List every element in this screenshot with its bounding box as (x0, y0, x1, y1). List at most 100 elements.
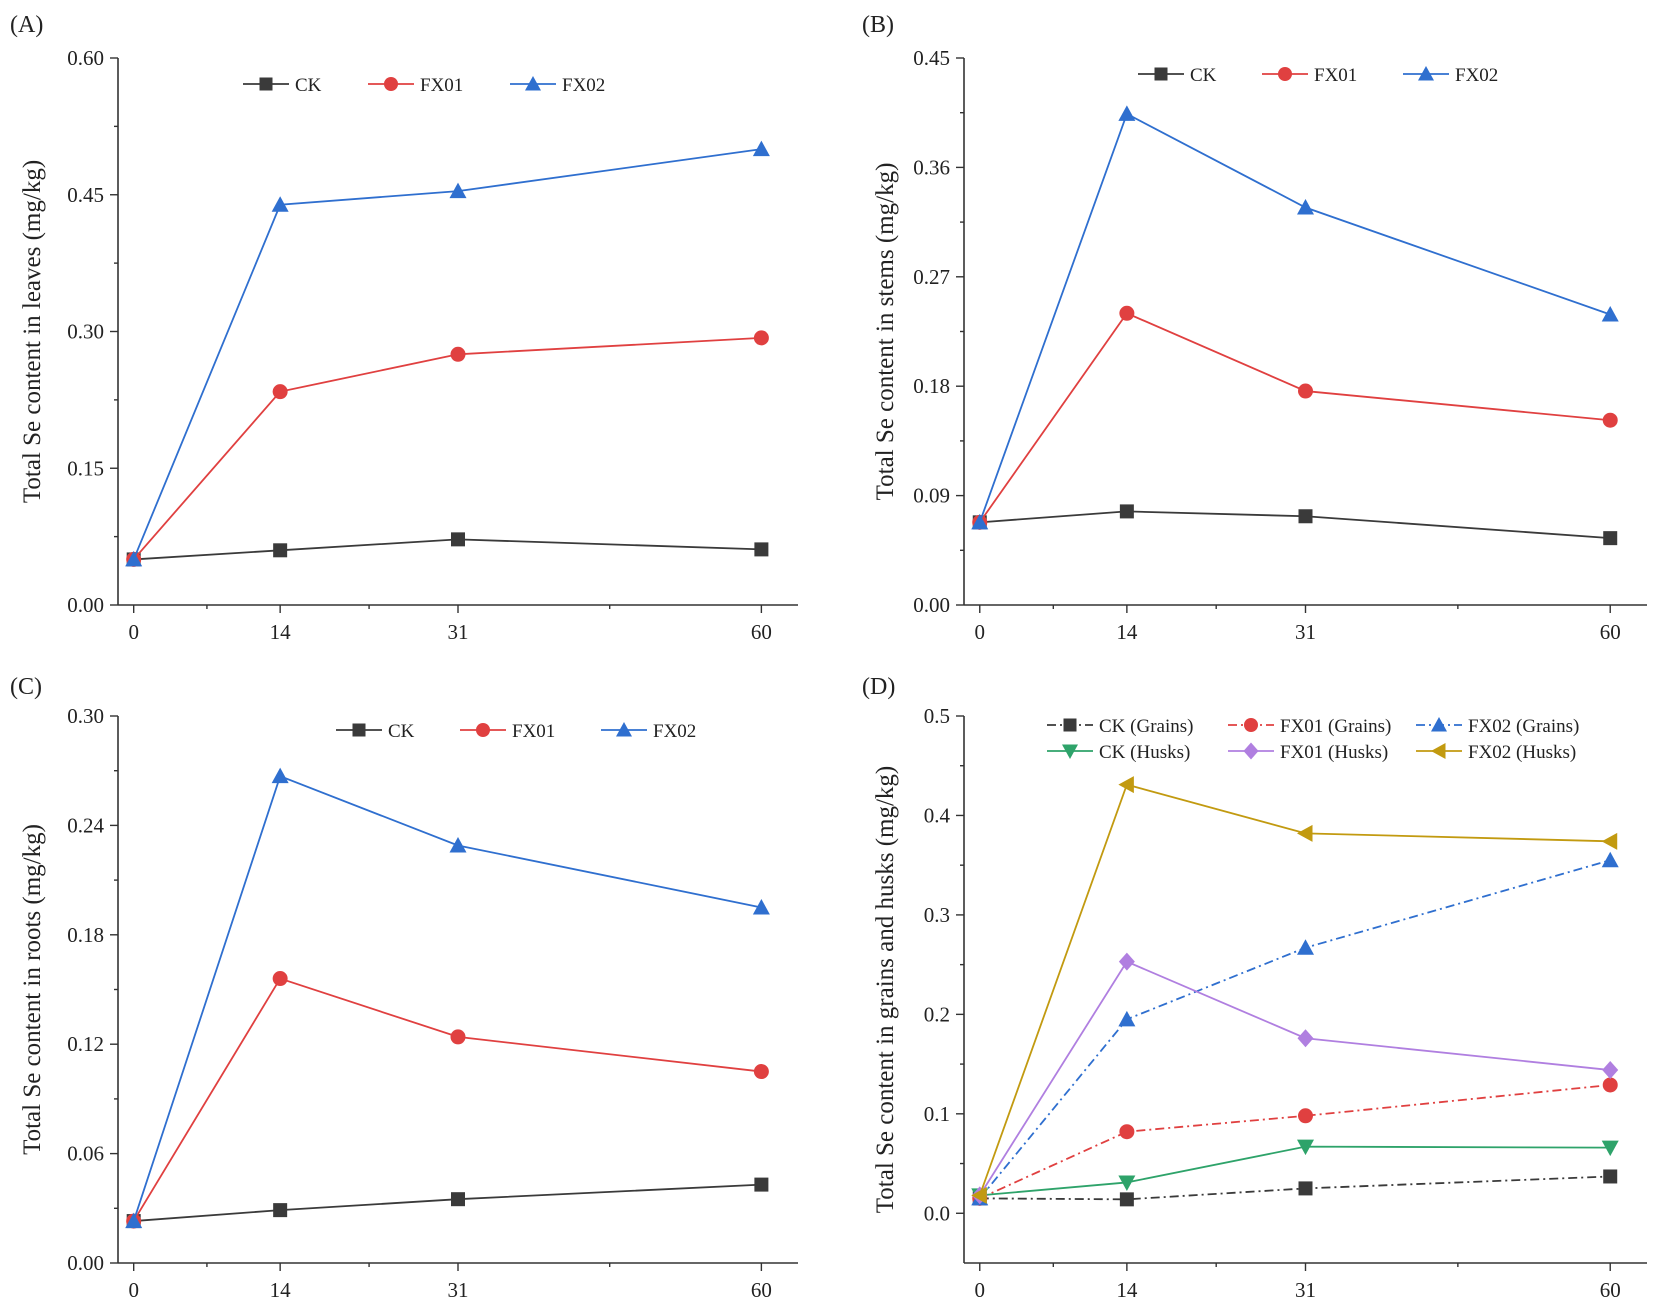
data-point-fx02 (1118, 105, 1136, 121)
y-axis-title: Total Se content in grains and husks (mg… (872, 766, 899, 1214)
data-point-ck-husks (1601, 1140, 1619, 1157)
data-point-ck-husks (1297, 1139, 1314, 1156)
series-line-fx01 (979, 312, 1611, 523)
legend-item: FX02 (Husks) (1416, 742, 1576, 763)
y-tick-label: 0.00 (67, 1251, 104, 1275)
panel-label: (A) (10, 12, 43, 38)
data-point-fx02 (971, 513, 989, 530)
legend-label: CK (295, 75, 322, 96)
data-point-fx01 (1298, 383, 1313, 399)
data-point-fx02-husks (971, 1186, 987, 1204)
legend-item: FX01 (368, 75, 463, 96)
x-tick-label: 60 (1600, 1278, 1621, 1302)
series-fx01 (126, 330, 769, 567)
legend-item: FX02 (601, 721, 696, 742)
y-tick-label: 0.00 (913, 593, 950, 617)
data-point-ck (754, 1177, 769, 1192)
y-tick-label: 0.45 (913, 46, 950, 70)
data-point-fx02-grains (1118, 1010, 1136, 1027)
data-point-fx02 (752, 140, 770, 157)
data-point-fx01-grains (1119, 1124, 1135, 1140)
x-tick-label: 14 (1116, 1278, 1138, 1302)
legend-label: CK (Husks) (1099, 742, 1190, 763)
y-tick-label: 0.4 (924, 803, 951, 827)
x-tick-label: 31 (1295, 1278, 1316, 1302)
y-tick-label: 0.0 (924, 1201, 950, 1225)
data-point-fx02 (449, 836, 467, 853)
legend-marker (476, 723, 490, 737)
y-tick-label: 0.3 (924, 903, 950, 927)
legend: CK (Grains) FX01 (Grains) FX02 (Grains) CK … (1047, 716, 1579, 763)
data-point-fx01 (272, 971, 288, 987)
legend-marker (1062, 744, 1078, 759)
series-fx02 (971, 105, 1619, 530)
data-point-ck (273, 543, 288, 558)
series-fx02-grains (971, 851, 1619, 1206)
legend-label: FX02 (Husks) (1468, 742, 1576, 763)
legend-item: CK (243, 75, 322, 96)
x-tick-label: 0 (128, 1278, 139, 1302)
data-point-fx01 (1602, 412, 1618, 428)
series-fx01 (972, 305, 1618, 530)
legend-label: FX01 (420, 75, 463, 96)
x-tick-label: 60 (1600, 620, 1621, 644)
legend-marker (525, 76, 541, 91)
y-tick-label: 0.1 (924, 1102, 950, 1126)
series-line-fx01-husks (978, 960, 1611, 1196)
data-point-fx02 (752, 898, 770, 915)
data-point-ck-husks (1118, 1175, 1136, 1191)
y-tick-label: 0.45 (67, 183, 104, 207)
series-line-ck (133, 538, 762, 561)
legend-item: FX02 (510, 75, 605, 96)
legend-marker (1063, 718, 1077, 732)
series-line-fx01 (132, 977, 762, 1222)
series-line-fx02-husks (978, 783, 1611, 1196)
x-tick-label: 0 (975, 1278, 986, 1302)
data-point-fx02 (449, 182, 467, 199)
legend-label: FX02 (1455, 65, 1498, 86)
legend-item: FX02 (Grains) (1416, 716, 1579, 737)
x-tick-label: 31 (448, 620, 469, 644)
data-point-ck (1298, 509, 1313, 524)
data-point-fx01 (753, 1064, 769, 1080)
legend: CK FX01 FX02 (243, 75, 605, 96)
x-tick-label: 31 (1295, 620, 1316, 644)
data-point-fx01-husks (1118, 952, 1135, 971)
data-point-fx02-grains (1601, 851, 1619, 868)
chart-panel-D: (D) 0.0 0.1 0.2 0.3 0.4 0.5 0 14 31 60 Total Se con… (862, 674, 1647, 1302)
y-tick-label: 0.2 (924, 1002, 950, 1026)
series-ck (126, 532, 769, 567)
y-tick-label: 0.00 (67, 593, 104, 617)
data-point-fx01 (450, 1029, 466, 1045)
data-point-fx02-grains (1297, 939, 1314, 955)
series-ck (972, 504, 1618, 546)
data-point-fx02-husks (1601, 832, 1618, 850)
series-line-fx02 (978, 112, 1611, 523)
data-point-ck-grains (1603, 1169, 1618, 1184)
y-tick-label: 0.60 (67, 46, 104, 70)
legend: CK FX01 FX02 (336, 721, 696, 742)
data-point-fx01 (1119, 305, 1135, 321)
legend-marker (1243, 742, 1259, 760)
data-point-ck (1119, 504, 1134, 519)
legend-label: FX02 (653, 721, 696, 742)
data-point-fx02 (1297, 199, 1314, 215)
y-tick-label: 0.06 (67, 1142, 104, 1166)
legend-marker (1418, 66, 1434, 81)
legend-item: FX01 (Grains) (1228, 716, 1391, 737)
x-tick-label: 0 (975, 620, 986, 644)
data-point-ck (451, 532, 465, 547)
legend-marker (384, 77, 398, 91)
x-tick-label: 14 (1116, 620, 1138, 644)
y-axis-title: Total Se content in stems (mg/kg) (872, 163, 899, 501)
data-point-fx01 (753, 330, 769, 346)
data-point-fx02-husks (1297, 824, 1313, 842)
data-point-ck-grains (1119, 1192, 1134, 1207)
legend-label: FX01 (Grains) (1280, 716, 1391, 737)
panel-label: (B) (862, 12, 894, 38)
y-tick-label: 0.5 (924, 704, 950, 728)
legend-label: CK (Grains) (1099, 716, 1193, 737)
data-point-ck (1603, 531, 1618, 546)
series-line-fx02-grains (979, 859, 1611, 1199)
